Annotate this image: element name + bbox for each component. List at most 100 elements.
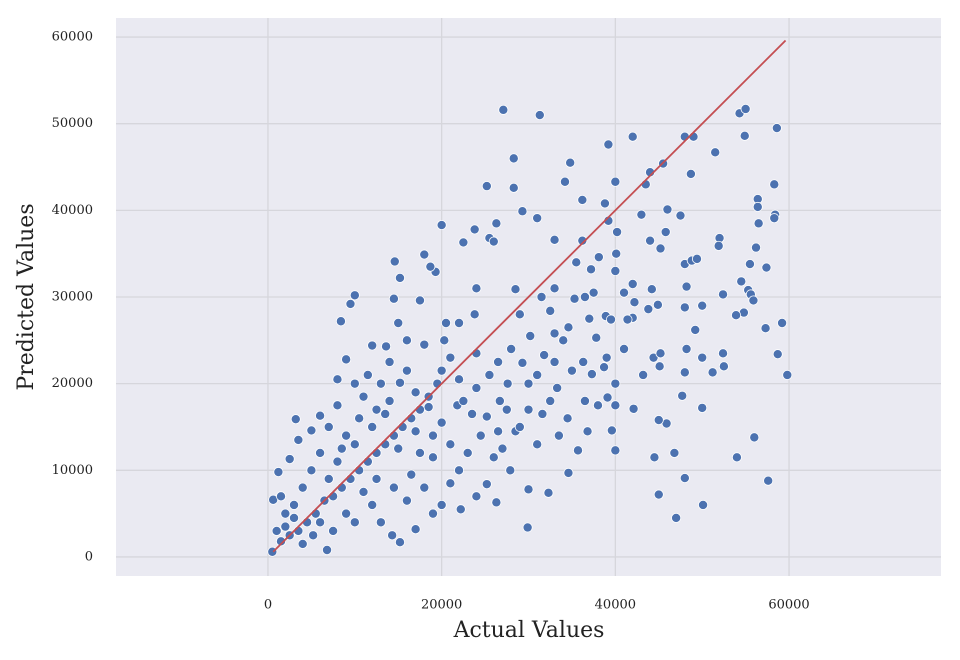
point <box>335 316 346 327</box>
point <box>436 499 447 510</box>
point <box>458 237 469 248</box>
point <box>772 349 783 360</box>
point <box>610 176 621 187</box>
point <box>593 252 604 263</box>
point <box>549 234 560 245</box>
point <box>707 367 718 378</box>
point <box>425 261 436 272</box>
point <box>290 414 301 425</box>
point <box>522 522 533 533</box>
y-tick-label: 0 <box>85 549 93 564</box>
point <box>484 369 495 380</box>
point <box>436 365 447 376</box>
point <box>627 279 638 290</box>
point <box>610 400 621 411</box>
point <box>697 352 708 363</box>
point <box>545 305 556 316</box>
point <box>675 210 686 221</box>
y-tick-label: 10000 <box>52 463 93 478</box>
point <box>367 421 378 432</box>
point <box>588 287 599 298</box>
point <box>454 465 465 476</box>
point <box>751 242 762 253</box>
point <box>622 314 633 325</box>
point <box>549 283 560 294</box>
point <box>653 415 664 426</box>
point <box>679 367 690 378</box>
point <box>439 335 450 346</box>
point <box>681 343 692 354</box>
point <box>761 262 772 273</box>
point <box>744 259 755 270</box>
point <box>586 369 597 380</box>
point <box>445 352 456 363</box>
point <box>753 218 764 229</box>
point <box>341 430 352 441</box>
point <box>569 293 580 304</box>
point <box>419 482 430 493</box>
point <box>628 403 639 414</box>
point <box>491 497 502 508</box>
point <box>275 491 286 502</box>
point <box>579 395 590 406</box>
point <box>534 110 545 121</box>
point <box>471 491 482 502</box>
point <box>315 517 326 528</box>
point <box>710 147 721 158</box>
reference-line <box>272 39 787 553</box>
point <box>440 317 451 328</box>
point <box>384 356 395 367</box>
point <box>749 432 760 443</box>
point <box>752 201 763 212</box>
point <box>471 283 482 294</box>
point <box>345 298 356 309</box>
point <box>454 374 465 385</box>
point <box>401 335 412 346</box>
point <box>610 445 621 456</box>
point <box>315 410 326 421</box>
point <box>394 377 405 388</box>
point <box>427 508 438 519</box>
point <box>592 400 603 411</box>
point <box>388 482 399 493</box>
point <box>586 264 597 275</box>
point <box>571 257 582 268</box>
point <box>713 240 724 251</box>
point <box>341 508 352 519</box>
point <box>469 309 480 320</box>
point <box>308 530 319 541</box>
point <box>599 198 610 209</box>
point <box>488 236 499 247</box>
point <box>289 512 300 523</box>
point <box>505 465 516 476</box>
point <box>763 475 774 486</box>
point <box>677 390 688 401</box>
point <box>539 350 550 361</box>
point <box>375 517 386 528</box>
point <box>454 317 465 328</box>
point <box>552 382 563 393</box>
point <box>653 489 664 500</box>
point <box>273 467 284 478</box>
point <box>349 378 360 389</box>
point <box>769 179 780 190</box>
point <box>436 417 447 428</box>
point <box>681 281 692 292</box>
point <box>662 204 673 215</box>
point <box>445 439 456 450</box>
point <box>731 452 742 463</box>
point <box>481 181 492 192</box>
point <box>619 343 630 354</box>
point <box>423 402 434 413</box>
point <box>506 343 517 354</box>
x-tick-label: 60000 <box>768 598 809 613</box>
point <box>508 153 519 164</box>
point <box>381 341 392 352</box>
point <box>627 131 638 142</box>
point <box>553 430 564 441</box>
point <box>603 139 614 150</box>
y-tick-label: 20000 <box>52 376 93 391</box>
y-tick-label: 60000 <box>52 30 93 45</box>
point <box>502 378 513 389</box>
point <box>306 425 317 436</box>
